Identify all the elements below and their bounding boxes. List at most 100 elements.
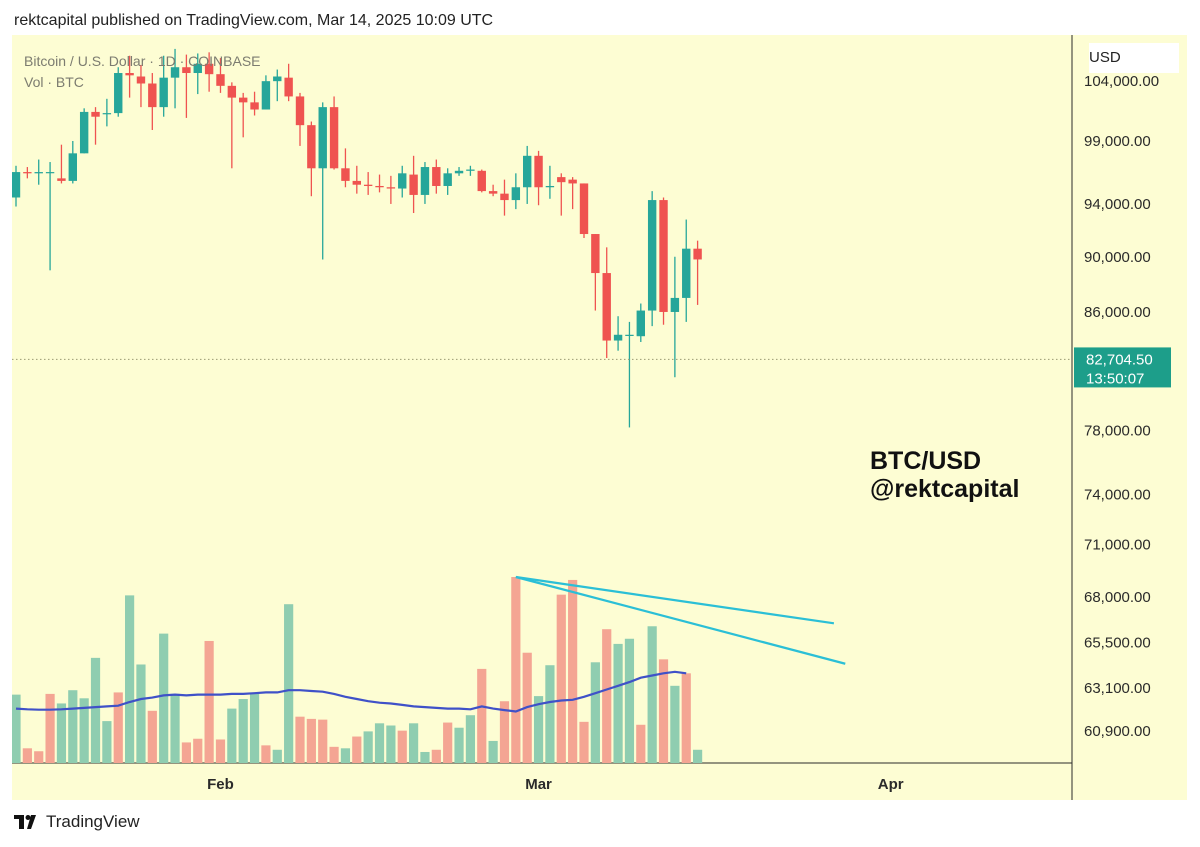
volume-bar — [613, 643, 623, 763]
chart-area[interactable]: 104,000.00 99,000.00 94,000.00 90,000.00 86,… — [12, 35, 1187, 800]
volume-bar — [56, 703, 67, 763]
price-tick-label: 63,100.00 — [1084, 680, 1151, 697]
volume-bar — [215, 739, 226, 763]
candle-body — [307, 125, 316, 169]
volume-bar — [249, 693, 260, 763]
volume-trendline — [515, 575, 835, 625]
candle-body — [557, 177, 566, 183]
volume-bar — [636, 724, 646, 763]
candle-body — [273, 76, 282, 82]
volume-bar — [227, 708, 237, 763]
volume-bar — [477, 668, 487, 763]
volume-bar — [533, 696, 544, 763]
candle-body — [79, 111, 89, 154]
candle-body — [420, 167, 430, 195]
candle-body — [625, 334, 634, 336]
price-tick-label: 71,000.00 — [1084, 537, 1151, 554]
candle-body — [386, 187, 396, 189]
volume-bar — [284, 604, 294, 763]
time-tick-label: Feb — [207, 776, 234, 793]
candle-body — [398, 173, 407, 189]
candle-body — [545, 185, 555, 188]
countdown-label: 13:50:07 — [1086, 370, 1144, 387]
volume-line[interactable]: Vol · BTC — [24, 74, 84, 90]
volume-bar — [681, 673, 691, 763]
volume-bar — [454, 727, 464, 763]
candle-body — [375, 185, 384, 188]
candle-body — [523, 155, 532, 188]
candle-body — [636, 310, 645, 337]
candle-body — [102, 113, 112, 115]
candle-body — [341, 168, 350, 181]
candle-body — [91, 111, 100, 117]
volume-bar — [102, 721, 112, 763]
volume-bar — [79, 698, 89, 763]
volume-bar — [90, 657, 101, 763]
volume-bar — [204, 640, 214, 763]
volume-bar — [34, 751, 44, 763]
candle-body — [57, 178, 66, 181]
candle-body — [682, 248, 691, 298]
brand-name: TradingView — [46, 812, 140, 831]
volume-bar — [420, 751, 430, 763]
volume-bar — [499, 701, 510, 763]
annotation-line-1: BTC/USD — [870, 447, 982, 475]
currency-label[interactable]: USD — [1089, 43, 1179, 73]
volume-bar — [579, 721, 589, 763]
published-line: rektcapital published on TradingView.com… — [14, 12, 494, 29]
candle-body — [488, 191, 498, 194]
volume-bar — [159, 633, 169, 763]
price-tick-label: 74,000.00 — [1084, 486, 1151, 503]
candle-body — [239, 97, 248, 103]
volume-bar — [181, 742, 191, 763]
volume-bar — [647, 626, 657, 763]
volume-bar — [318, 719, 328, 763]
tradingview-logo[interactable]: TradingView — [14, 812, 140, 832]
annotation-line-2: @rektcapital — [870, 475, 1020, 503]
candle-body — [261, 81, 271, 110]
volume-bar — [511, 577, 521, 763]
volume-trendline — [515, 575, 846, 665]
volume-bar — [556, 594, 566, 763]
volume-bar — [545, 665, 555, 763]
volume-bar — [431, 749, 441, 763]
volume-bar — [465, 715, 475, 763]
candle-body — [68, 153, 77, 181]
candle-body — [477, 170, 486, 192]
price-tick-label: 90,000.00 — [1084, 249, 1151, 266]
candle-body — [204, 63, 214, 75]
price-tick-label: 78,000.00 — [1084, 423, 1151, 440]
candle-body — [511, 187, 521, 201]
price-tick-label: 60,900.00 — [1084, 723, 1151, 740]
volume-bar — [147, 710, 157, 763]
candle-body — [670, 297, 680, 312]
candle-body — [295, 96, 305, 126]
candle-body — [250, 102, 259, 110]
volume-bar — [443, 722, 453, 763]
currency-text: USD — [1089, 49, 1121, 66]
time-tick-label: Mar — [525, 776, 552, 793]
candle-body — [159, 77, 168, 108]
candle-body — [602, 273, 611, 341]
symbol-line[interactable]: Bitcoin / U.S. Dollar · 1D · COINBASE — [24, 53, 261, 69]
candle-body — [443, 173, 452, 186]
volume-bar — [374, 723, 385, 763]
candle-body — [647, 200, 657, 311]
time-tick-label: Apr — [878, 776, 904, 793]
candlestick-chart[interactable]: 104,000.00 99,000.00 94,000.00 90,000.00 86,… — [12, 35, 1187, 800]
volume-bar — [68, 690, 78, 763]
candle-body — [352, 180, 361, 185]
volume-bar — [45, 693, 55, 763]
price-tick-label: 68,000.00 — [1084, 589, 1151, 606]
candle-body — [23, 172, 32, 174]
candle-body — [125, 73, 134, 76]
last-price-label: 82,704.50 — [1086, 351, 1153, 368]
volume-bar — [306, 718, 316, 763]
volume-bar — [340, 748, 351, 763]
candle-body — [182, 67, 191, 74]
volume-bar — [363, 731, 373, 763]
volume-moving-average — [15, 670, 687, 713]
price-tick-label: 65,500.00 — [1084, 635, 1151, 652]
price-tick-label: 94,000.00 — [1084, 196, 1151, 213]
candle-body — [45, 172, 55, 174]
